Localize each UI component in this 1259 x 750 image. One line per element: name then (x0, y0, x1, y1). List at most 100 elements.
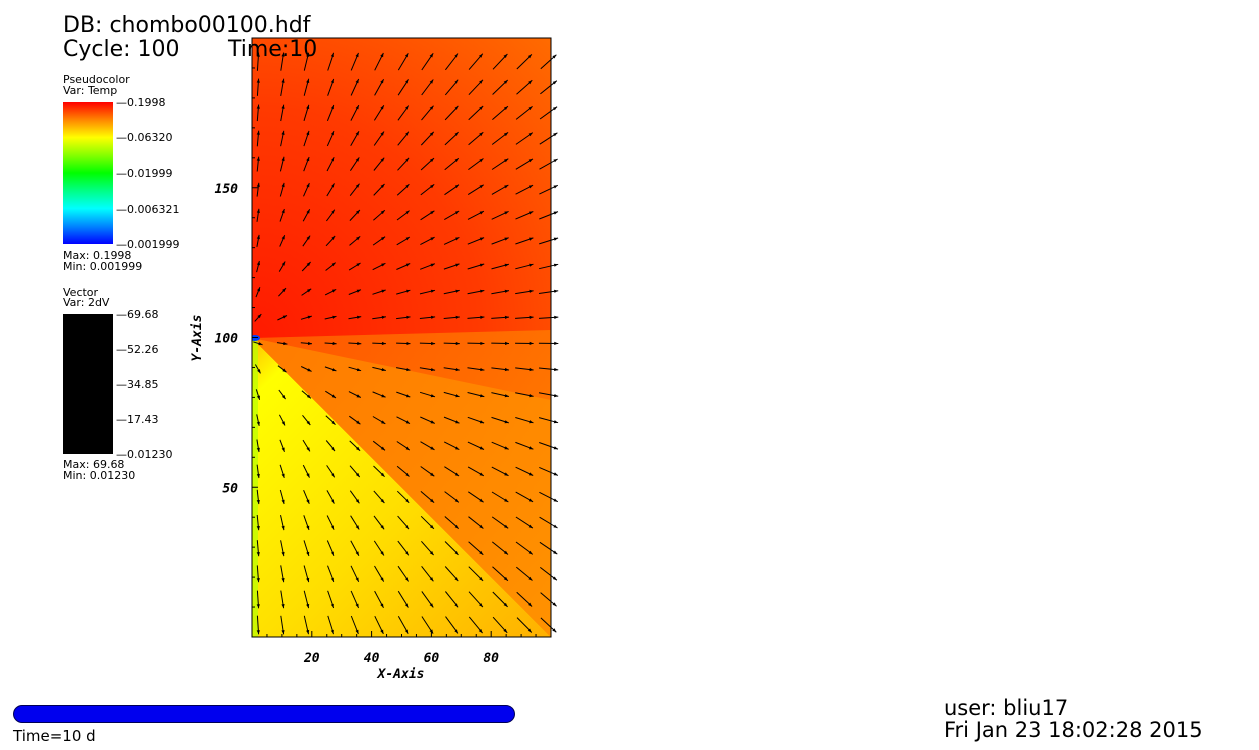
x-tick-label: 80 (483, 651, 499, 666)
vector-arrow-head (281, 630, 285, 635)
vector-arrow-head (553, 446, 558, 450)
vector-arrow-head (504, 472, 509, 476)
vector-arrow-head (553, 132, 558, 137)
vector-arrow-head (357, 315, 362, 319)
vector-arrow-head (504, 315, 509, 319)
vector-arrow-head (282, 288, 286, 293)
vector-colorbar (63, 314, 113, 454)
vector-arrow-head (429, 53, 434, 58)
vector-arrow-head (553, 498, 558, 502)
vector-arrow-head (504, 185, 509, 189)
vector-arrow-head (431, 315, 436, 319)
vector-arrow-head (356, 210, 360, 214)
vector-arrow-head (306, 394, 311, 399)
vector-arrow-head (380, 53, 384, 58)
vector-arrow-head (282, 315, 287, 319)
vector-arrow-head (307, 368, 312, 372)
x-tick-label: 20 (303, 651, 320, 666)
vector-arrow-head (281, 395, 286, 400)
vector-arrow-head (479, 211, 484, 215)
vector-arrow-head (281, 130, 285, 135)
vector-arrow-head (454, 577, 459, 582)
vector-arrow-head (454, 498, 459, 503)
y-axis-label: Y-Axis (190, 315, 205, 362)
vector-max: Max: 69.68 (63, 458, 125, 471)
vector-arrow-head (356, 446, 361, 451)
time-slider[interactable] (13, 705, 515, 723)
vector-arrow-head (306, 551, 310, 556)
pseudocolor-legend-title: Pseudocolor (63, 73, 130, 86)
vector-arrow-head (553, 237, 559, 241)
vector-arrow-head (504, 158, 509, 163)
vector-arrow-head (528, 498, 534, 502)
vector-arrow-head (553, 420, 559, 424)
vector-arrow-head (479, 446, 484, 450)
vector-arrow-head (330, 52, 334, 58)
vector-arrow-head (281, 578, 285, 583)
vector-arrow-head (356, 236, 361, 241)
vector-arrow-head (331, 420, 336, 425)
vector-arrow-head (503, 602, 508, 607)
vector-arrow-head (281, 78, 285, 83)
vector-arrow-head (331, 394, 336, 398)
vector-arrow-head (330, 525, 335, 530)
vector-arrow-head (429, 603, 434, 608)
vector-arrow-head (256, 552, 260, 557)
vector-arrow-head (455, 446, 460, 450)
vector-arrow-head (381, 394, 386, 398)
vector-arrow-head (380, 499, 385, 503)
axis-tick-labels: 20 40 60 80 50 100 150 (215, 182, 500, 666)
vector-arrow-head (380, 629, 384, 634)
vector-arrow-head (256, 604, 260, 609)
vector-arrow-head (529, 341, 534, 345)
vector-arrow-head (380, 105, 384, 110)
vector-arrow-head (429, 524, 434, 529)
vector-arrow-head (355, 551, 359, 556)
vector-arrow-head (306, 499, 310, 504)
vector-arrow-head (454, 550, 459, 555)
vector-arrow-head (282, 368, 287, 373)
vector-arrow-head (431, 341, 436, 346)
vector-arrow-head (281, 551, 285, 557)
vector-arrow-head (281, 447, 285, 452)
user-label: user: bliu17 (944, 696, 1069, 720)
vector-arrow-head (554, 289, 559, 293)
vector-arrow-head (503, 132, 509, 137)
vector-arrow-head (405, 551, 409, 556)
vector-arrow-head (281, 104, 285, 109)
vector-arrow-head (479, 53, 483, 58)
vector-tick-1: —52.26 (116, 343, 159, 356)
vector-arrow-head (503, 576, 508, 581)
tick-mark: — (116, 131, 127, 144)
vector-arrow-head (281, 421, 285, 426)
vector-arrow-head (504, 211, 509, 215)
vector-arrow-head (256, 208, 260, 213)
vector-arrow-head (479, 237, 485, 241)
vector-arrow-head (503, 54, 508, 58)
vector-arrow-head (528, 602, 533, 607)
vector-arrow-head (355, 603, 359, 608)
vector-arrow-head (405, 131, 409, 136)
tick-mark: — (116, 96, 127, 109)
vector-arrow-head (281, 525, 285, 531)
vector-arrow-head (479, 420, 485, 424)
tick-mark: — (116, 413, 127, 426)
vector-arrow-head (381, 420, 386, 424)
vector-arrow-head (281, 156, 285, 162)
vector-arrow-head (552, 80, 557, 85)
vector-arrow-head (380, 184, 385, 188)
vector-arrow-head (330, 603, 334, 608)
vector-arrow-head (454, 53, 458, 58)
vector-arrow-head (553, 524, 558, 528)
vector-arrow-head (331, 157, 335, 162)
vector-arrow-head (479, 158, 484, 163)
vector-arrow-head (406, 341, 411, 346)
vector-arrow-head (528, 106, 533, 111)
vector-arrow-head (554, 394, 559, 398)
vector-arrow-head (430, 498, 435, 503)
vector-arrow-head (355, 157, 360, 162)
vector-arrow-head (528, 132, 533, 137)
pseudocolor-tick-4: —0.001999 (116, 238, 180, 251)
vector-arrow-head (504, 263, 509, 267)
vector-arrow-head (405, 105, 409, 110)
